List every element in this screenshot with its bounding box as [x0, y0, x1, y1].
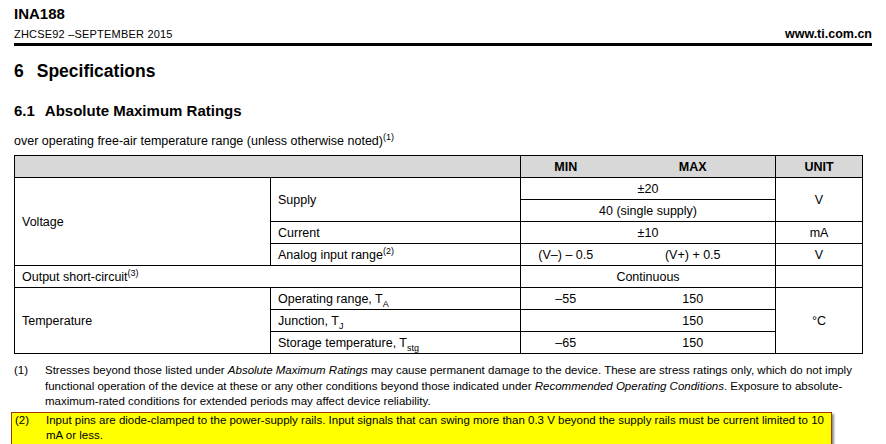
footnote-1-seg2-italic: Absolute Maximum Ratings	[228, 364, 368, 376]
value-supply-dual: ±20	[521, 178, 776, 200]
col-header-min: MIN	[521, 156, 611, 178]
footnote-2-highlight: (2) Input pins are diode-clamped to the …	[11, 412, 832, 444]
param-storage-label: Storage temperature, T	[278, 336, 407, 350]
section-title: Specifications	[37, 61, 156, 82]
unit-analog-input: V	[776, 244, 863, 266]
min-storage: –65	[521, 332, 611, 354]
footnote-2: (2) Input pins are diode-clamped to the …	[15, 413, 829, 444]
footnote-ref-1: (1)	[383, 132, 394, 142]
param-junction: Junction, TJ	[271, 310, 521, 332]
max-junction: 150	[611, 310, 776, 332]
part-number: INA188	[14, 5, 173, 22]
param-analog-input-label: Analog input range	[278, 248, 383, 262]
col-header-max: MAX	[611, 156, 776, 178]
datasheet-page: INA188 ZHCSE92 –SEPTEMBER 2015 www.ti.co…	[0, 0, 886, 444]
document-code: ZHCSE92 –SEPTEMBER 2015	[14, 28, 173, 41]
section-heading: 6 Specifications	[14, 61, 872, 82]
param-junction-subscript: J	[339, 320, 344, 330]
unit-current: mA	[776, 222, 863, 244]
param-storage-subscript: stg	[407, 342, 419, 352]
header-empty-cell	[15, 156, 521, 178]
max-storage: 150	[611, 332, 776, 354]
footnote-1: (1) Stresses beyond those listed under A…	[14, 363, 872, 410]
param-output-short-label: Output short-circuit	[22, 270, 128, 284]
footnote-ref-2: (2)	[383, 245, 394, 255]
table-header-row: MIN MAX UNIT	[15, 156, 863, 178]
param-junction-label: Junction, T	[278, 314, 339, 328]
abs-max-ratings-table: MIN MAX UNIT Voltage Supply ±20 V 40 (si…	[14, 155, 863, 354]
footnote-2-text: Input pins are diode-clamped to the powe…	[46, 413, 829, 444]
max-operating: 150	[611, 288, 776, 310]
param-output-short: Output short-circuit(3)	[15, 266, 521, 288]
footnotes: (1) Stresses beyond those listed under A…	[14, 363, 872, 444]
unit-supply: V	[776, 178, 863, 222]
group-temperature: Temperature	[15, 288, 271, 354]
min-operating: –55	[521, 288, 611, 310]
table-condition-text: over operating free-air temperature rang…	[14, 134, 383, 148]
param-operating-subscript: A	[383, 298, 389, 308]
param-operating-label: Operating range, T	[278, 292, 383, 306]
masthead: INA188 ZHCSE92 –SEPTEMBER 2015 www.ti.co…	[14, 5, 872, 41]
footnote-2-number: (2)	[15, 413, 46, 429]
unit-output-short	[776, 266, 863, 288]
col-header-unit: UNIT	[776, 156, 863, 178]
table-row-output-short: Output short-circuit(3) Continuous	[15, 266, 863, 288]
ti-site-link[interactable]: www.ti.com.cn	[785, 27, 872, 41]
min-analog-input: (V–) – 0.5	[521, 244, 611, 266]
footnote-1-seg4-italic: Recommended Operating Conditions	[535, 380, 724, 392]
value-supply-single: 40 (single supply)	[521, 200, 776, 222]
unit-temperature: °C	[776, 288, 863, 354]
footnote-ref-3: (3)	[128, 267, 139, 277]
footnote-1-seg1: Stresses beyond those listed under	[45, 364, 228, 376]
table-row-operating-range: Temperature Operating range, TA –55 150 …	[15, 288, 863, 310]
footnote-1-number: (1)	[14, 363, 45, 379]
table-condition-note: over operating free-air temperature rang…	[14, 134, 872, 148]
subsection-number: 6.1	[14, 102, 35, 119]
param-supply: Supply	[271, 178, 521, 222]
group-voltage: Voltage	[15, 178, 271, 266]
masthead-left: INA188 ZHCSE92 –SEPTEMBER 2015	[14, 5, 173, 41]
value-output-short: Continuous	[521, 266, 776, 288]
header-rule	[14, 43, 872, 46]
subsection-heading: 6.1 Absolute Maximum Ratings	[14, 102, 872, 119]
param-storage: Storage temperature, Tstg	[271, 332, 521, 354]
min-junction	[521, 310, 611, 332]
section-number: 6	[14, 61, 24, 82]
max-analog-input: (V+) + 0.5	[611, 244, 776, 266]
table-row-supply-dual: Voltage Supply ±20 V	[15, 178, 863, 200]
param-analog-input: Analog input range(2)	[271, 244, 521, 266]
param-operating-range: Operating range, TA	[271, 288, 521, 310]
subsection-title: Absolute Maximum Ratings	[45, 102, 242, 119]
param-current: Current	[271, 222, 521, 244]
value-current: ±10	[521, 222, 776, 244]
footnote-1-text: Stresses beyond those listed under Absol…	[45, 363, 872, 410]
